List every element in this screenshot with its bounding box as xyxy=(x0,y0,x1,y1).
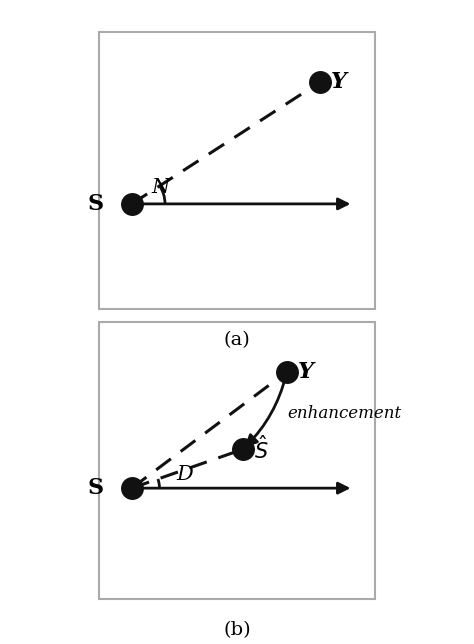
Text: (a): (a) xyxy=(224,331,250,349)
Text: Y: Y xyxy=(331,71,347,93)
Point xyxy=(128,483,136,493)
Text: (b): (b) xyxy=(223,621,251,639)
Text: S: S xyxy=(88,477,104,499)
Point xyxy=(316,77,324,87)
Point xyxy=(128,199,136,209)
Point xyxy=(239,444,246,455)
Point xyxy=(283,366,291,377)
Text: S: S xyxy=(88,193,104,215)
Text: N: N xyxy=(151,178,169,197)
Text: $\hat{S}$: $\hat{S}$ xyxy=(254,435,268,463)
Text: enhancement: enhancement xyxy=(287,405,401,422)
Text: D: D xyxy=(176,465,193,484)
Text: Y: Y xyxy=(298,361,314,383)
